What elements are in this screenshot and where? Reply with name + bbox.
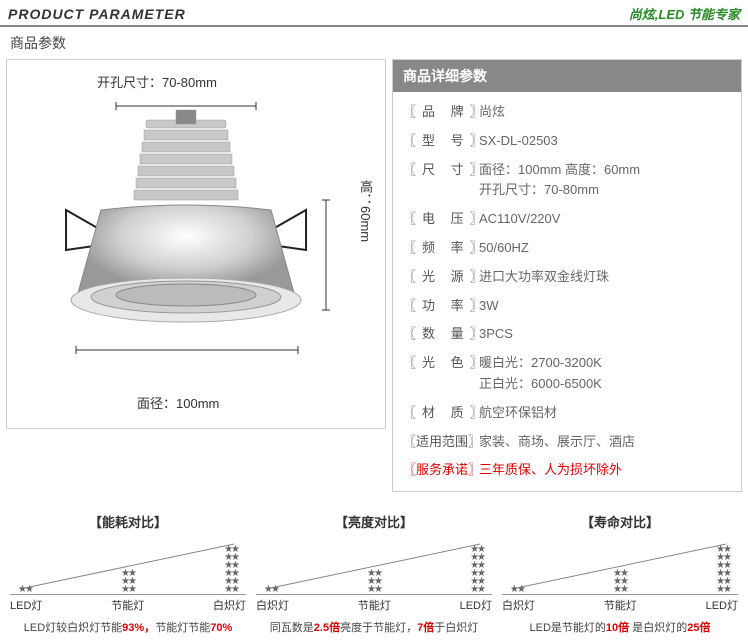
spec-key: 〖材 质〗 [403, 403, 479, 424]
compare-labels: 白炽灯 节能灯 LED灯 [502, 597, 738, 613]
compare-stars: ★★ ★★ ★★ ★★ ★★ ★★ ★★ ★★ ★★ ★★ [10, 546, 246, 594]
spec-value: 3PCS [479, 324, 731, 345]
compare-title: 【亮度对比】 [256, 512, 492, 531]
desc-part: LED是节能灯的 [530, 622, 606, 634]
spec-column: 商品详细参数 〖品 牌〗尚炫〖型 号〗SX-DL-02503〖尺 寸〗面径：10… [392, 59, 742, 492]
compare-desc: 同瓦数是2.5倍亮度于节能灯，7倍于白炽灯 [256, 619, 492, 635]
spec-value: 尚炫 [479, 102, 731, 123]
spec-body: 〖品 牌〗尚炫〖型 号〗SX-DL-02503〖尺 寸〗面径：100mm 高度：… [393, 92, 741, 491]
spec-value: 3W [479, 296, 731, 317]
spec-value: AC110V/220V [479, 209, 731, 230]
header: PRODUCT PARAMETER 尚炫,LED 节能专家 [0, 0, 748, 27]
compare-label: 白炽灯 [213, 597, 246, 613]
spec-key: 〖光 源〗 [403, 267, 479, 288]
spec-key: 〖品 牌〗 [403, 102, 479, 123]
desc-part: 93%， [122, 622, 155, 634]
compare-label: LED灯 [460, 597, 492, 613]
comparison-row: 【能耗对比】 ★★ ★★ ★★ ★★ ★★ ★★ ★★ ★★ ★★ ★★ LED灯… [0, 492, 748, 643]
product-illustration [46, 100, 346, 380]
spec-row: 〖型 号〗SX-DL-02503 [403, 127, 731, 156]
dimension-top: 开孔尺寸：70-80mm [97, 72, 217, 91]
spec-key: 〖频 率〗 [403, 238, 479, 259]
desc-part: 是白炽灯的 [629, 622, 687, 634]
spec-header: 商品详细参数 [393, 60, 741, 92]
spec-key: 〖数 量〗 [403, 324, 479, 345]
compare-label: LED灯 [706, 597, 738, 613]
star-column: ★★ [18, 586, 32, 594]
spec-key: 〖服务承诺〗 [403, 460, 479, 481]
compare-label: 节能灯 [358, 597, 391, 613]
desc-part: 7倍 [417, 622, 434, 634]
spec-row: 〖服务承诺〗三年质保、人为损坏除外 [403, 456, 731, 485]
spec-value: 面径：100mm 高度：60mm 开孔尺寸：70-80mm [479, 160, 731, 202]
star-column: ★★ ★★ ★★ [367, 570, 381, 594]
compare-desc: LED灯较白炽灯节能93%，节能灯节能70% [10, 619, 246, 635]
compare-chart: ★★ ★★ ★★ ★★ ★★ ★★ ★★ ★★ ★★ ★★ [10, 535, 246, 595]
desc-part: 亮度于节能灯， [340, 622, 417, 634]
desc-part: 节能灯节能 [155, 622, 210, 634]
desc-part: 同瓦数是 [270, 622, 314, 634]
star-column: ★★ ★★ ★★ [121, 570, 135, 594]
compare-label: 白炽灯 [256, 597, 289, 613]
spec-key: 〖电 压〗 [403, 209, 479, 230]
compare-labels: 白炽灯 节能灯 LED灯 [256, 597, 492, 613]
spec-row: 〖光 色〗暖白光：2700-3200K 正白光：6000-6500K [403, 349, 731, 399]
subtitle: 商品参数 [0, 27, 748, 59]
compare-box: 【能耗对比】 ★★ ★★ ★★ ★★ ★★ ★★ ★★ ★★ ★★ ★★ LED灯… [10, 512, 246, 635]
star-column: ★★ ★★ ★★ [613, 570, 627, 594]
star-column: ★★ [510, 586, 524, 594]
desc-part: 25倍 [687, 622, 710, 634]
spec-value: 三年质保、人为损坏除外 [479, 460, 731, 481]
main-row: 开孔尺寸：70-80mm 高：60mm [0, 59, 748, 492]
star-column: ★★ [264, 586, 278, 594]
desc-part: LED灯较白炽灯节能 [24, 622, 122, 634]
compare-stars: ★★ ★★ ★★ ★★ ★★ ★★ ★★ ★★ ★★ ★★ [502, 546, 738, 594]
spec-value: 航空环保铝材 [479, 403, 731, 424]
star-column: ★★ ★★ ★★ ★★ ★★ ★★ [470, 546, 484, 594]
spec-row: 〖材 质〗航空环保铝材 [403, 399, 731, 428]
compare-label: 节能灯 [111, 597, 144, 613]
spec-key: 〖适用范围〗 [403, 432, 479, 453]
star-column: ★★ ★★ ★★ ★★ ★★ ★★ [716, 546, 730, 594]
compare-labels: LED灯 节能灯 白炽灯 [10, 597, 246, 613]
compare-label: 节能灯 [604, 597, 637, 613]
spec-row: 〖数 量〗3PCS [403, 320, 731, 349]
spec-key: 〖功 率〗 [403, 296, 479, 317]
compare-desc: LED是节能灯的10倍 是白炽灯的25倍 [502, 619, 738, 635]
dimension-right: 高：60mm [356, 180, 375, 242]
desc-part: 2.5倍 [314, 622, 340, 634]
spec-key: 〖光 色〗 [403, 353, 479, 395]
compare-label: LED灯 [10, 597, 42, 613]
compare-chart: ★★ ★★ ★★ ★★ ★★ ★★ ★★ ★★ ★★ ★★ [256, 535, 492, 595]
star-column: ★★ ★★ ★★ ★★ ★★ ★★ [224, 546, 238, 594]
compare-chart: ★★ ★★ ★★ ★★ ★★ ★★ ★★ ★★ ★★ ★★ [502, 535, 738, 595]
brand-slogan: 尚炫,LED 节能专家 [629, 4, 740, 23]
compare-box: 【寿命对比】 ★★ ★★ ★★ ★★ ★★ ★★ ★★ ★★ ★★ ★★ 白炽灯 节… [502, 512, 738, 635]
spec-value: 进口大功率双金线灯珠 [479, 267, 731, 288]
spec-value: 家装、商场、展示厅、酒店 [479, 432, 731, 453]
desc-part: 10倍 [606, 622, 629, 634]
compare-box: 【亮度对比】 ★★ ★★ ★★ ★★ ★★ ★★ ★★ ★★ ★★ ★★ 白炽灯 节… [256, 512, 492, 635]
product-image-column: 开孔尺寸：70-80mm 高：60mm [6, 59, 386, 429]
spec-row: 〖光 源〗进口大功率双金线灯珠 [403, 263, 731, 292]
spec-row: 〖电 压〗AC110V/220V [403, 205, 731, 234]
compare-title: 【能耗对比】 [10, 512, 246, 531]
compare-label: 白炽灯 [502, 597, 535, 613]
spec-key: 〖尺 寸〗 [403, 160, 479, 202]
compare-title: 【寿命对比】 [502, 512, 738, 531]
spec-value: SX-DL-02503 [479, 131, 731, 152]
spec-row: 〖功 率〗3W [403, 292, 731, 321]
spec-row: 〖尺 寸〗面径：100mm 高度：60mm 开孔尺寸：70-80mm [403, 156, 731, 206]
spec-value: 暖白光：2700-3200K 正白光：6000-6500K [479, 353, 731, 395]
dimension-bottom: 面径：100mm [137, 393, 219, 412]
spec-value: 50/60HZ [479, 238, 731, 259]
header-title: PRODUCT PARAMETER [8, 6, 186, 22]
desc-part: 于白炽灯 [434, 622, 478, 634]
desc-part: 70% [210, 622, 232, 634]
spec-row: 〖品 牌〗尚炫 [403, 98, 731, 127]
spec-key: 〖型 号〗 [403, 131, 479, 152]
spec-row: 〖适用范围〗家装、商场、展示厅、酒店 [403, 428, 731, 457]
spec-row: 〖频 率〗50/60HZ [403, 234, 731, 263]
compare-stars: ★★ ★★ ★★ ★★ ★★ ★★ ★★ ★★ ★★ ★★ [256, 546, 492, 594]
